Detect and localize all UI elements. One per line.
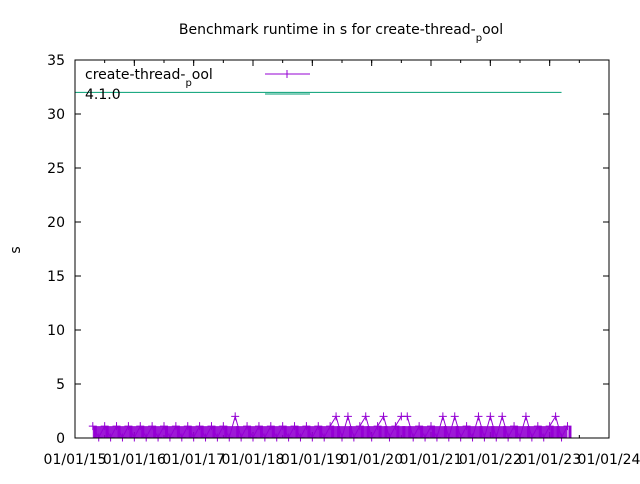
data-point	[438, 412, 447, 421]
y-tick-label: 15	[47, 269, 65, 285]
y-tick-label: 20	[47, 215, 65, 231]
data-point	[332, 412, 341, 421]
x-tick-label: 01/01/24	[578, 452, 640, 468]
x-tick-label: 01/01/18	[222, 452, 285, 468]
x-tick-label: 01/01/17	[162, 452, 225, 468]
x-tick-label: 01/01/22	[459, 452, 522, 468]
legend-label-0: create-thread-pool	[85, 67, 213, 89]
chart-title: Benchmark runtime in s for create-thread…	[179, 22, 503, 44]
x-tick-label: 01/01/16	[103, 452, 166, 468]
data-point	[474, 412, 483, 421]
y-tick-label: 35	[47, 53, 65, 69]
data-point	[498, 412, 507, 421]
data-band	[92, 426, 568, 438]
y-tick-label: 30	[47, 107, 65, 123]
y-tick-label: 0	[56, 431, 65, 447]
x-tick-label: 01/01/19	[281, 452, 344, 468]
data-point	[450, 412, 459, 421]
data-point	[231, 412, 240, 421]
plot-border	[74, 59, 610, 439]
x-tick-label: 01/01/23	[518, 452, 581, 468]
data-point	[361, 412, 370, 421]
y-tick-label: 10	[47, 323, 65, 339]
y-tick-label: 5	[56, 377, 65, 393]
y-tick-label: 25	[47, 161, 65, 177]
y-axis-label: s	[8, 246, 24, 253]
data-point	[486, 412, 495, 421]
data-point	[551, 412, 560, 421]
x-tick-label: 01/01/15	[44, 452, 107, 468]
data-point	[343, 412, 352, 421]
data-point	[403, 412, 412, 421]
legend-label-1: 4.1.0	[85, 87, 121, 103]
data-point	[379, 412, 388, 421]
data-point	[521, 412, 530, 421]
x-tick-label: 01/01/20	[340, 452, 403, 468]
x-tick-label: 01/01/21	[400, 452, 463, 468]
